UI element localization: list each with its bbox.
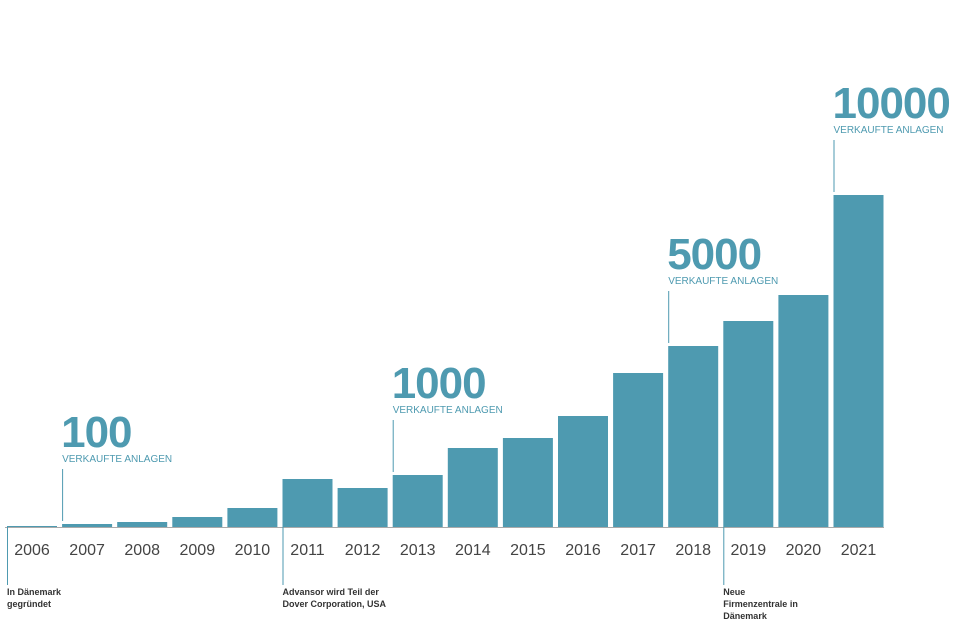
- bar: [227, 508, 278, 527]
- event-text: Advansor wird Teil der: [283, 587, 380, 597]
- milestone-label: VERKAUFTE ANLAGEN: [62, 454, 172, 465]
- x-tick-label: 2019: [731, 542, 767, 559]
- event-text: Firmenzentrale in: [723, 599, 798, 609]
- event-text: In Dänemark: [7, 587, 62, 597]
- x-tick-label: 2010: [235, 542, 271, 559]
- bar: [337, 488, 388, 527]
- bar: [172, 517, 223, 527]
- milestone-value: 1000: [392, 359, 486, 408]
- x-tick-label: 2012: [345, 542, 381, 559]
- event-text: Dover Corporation, USA: [283, 599, 387, 609]
- x-tick-label: 2021: [841, 542, 877, 559]
- bar: [723, 321, 774, 527]
- x-tick-label: 2008: [124, 542, 160, 559]
- x-tick-label: 2013: [400, 542, 436, 559]
- milestone-label: VERKAUFTE ANLAGEN: [668, 276, 778, 287]
- bar: [392, 475, 443, 527]
- milestone-value: 5000: [667, 230, 761, 279]
- bar: [833, 195, 884, 527]
- bar: [558, 416, 608, 527]
- milestone-value: 10000: [833, 79, 950, 128]
- x-tick-label: 2015: [510, 542, 546, 559]
- bar: [117, 522, 168, 527]
- milestone-label: VERKAUFTE ANLAGEN: [834, 125, 944, 136]
- x-tick-label: 2020: [786, 542, 822, 559]
- x-tick-label: 2007: [69, 542, 105, 559]
- bar: [668, 346, 719, 527]
- bar: [502, 438, 553, 527]
- bar: [778, 295, 829, 527]
- event-text: gegründet: [7, 599, 51, 609]
- event-text: Neue: [723, 587, 745, 597]
- x-tick-label: 2017: [620, 542, 656, 559]
- bar: [282, 479, 333, 527]
- milestone-label: VERKAUFTE ANLAGEN: [393, 405, 503, 416]
- bar: [62, 524, 113, 527]
- x-tick-label: 2018: [675, 542, 711, 559]
- event-text: Dänemark: [723, 611, 768, 621]
- bar: [7, 526, 57, 527]
- bar: [447, 448, 498, 527]
- x-tick-label: 2006: [14, 542, 50, 559]
- bar: [613, 373, 664, 527]
- x-tick-label: 2014: [455, 542, 491, 559]
- milestone-value: 100: [61, 408, 131, 457]
- x-tick-label: 2011: [290, 542, 325, 559]
- x-tick-label: 2016: [565, 542, 601, 559]
- x-tick-label: 2009: [180, 542, 216, 559]
